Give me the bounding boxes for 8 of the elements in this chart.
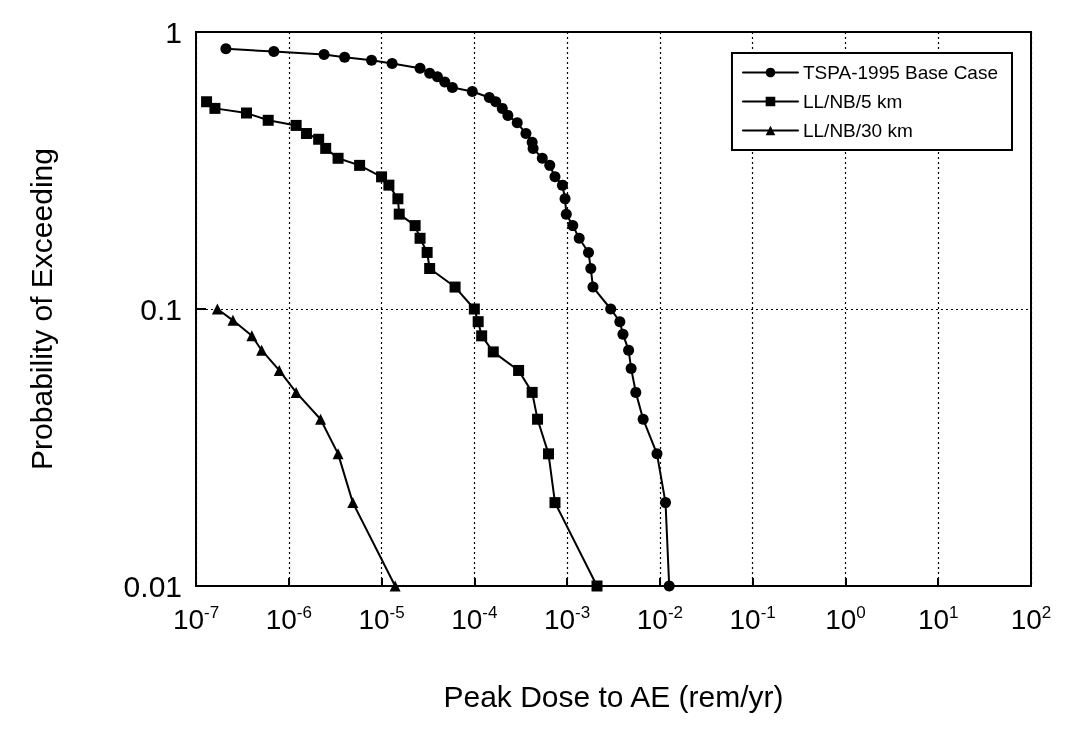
y-tick-label: 0.01 xyxy=(123,569,182,603)
x-axis-title: Peak Dose to AE (rem/yr) xyxy=(443,679,784,713)
y-tick-label: 1 xyxy=(165,15,182,49)
y-axis-title: Probability of Exceeding xyxy=(24,148,58,470)
legend-label: LL/NB/5 km xyxy=(802,91,903,112)
legend-label: LL/NB/30 km xyxy=(802,120,913,141)
legend-label: TSPA-1995 Base Case xyxy=(802,62,998,83)
y-tick-label: 0.1 xyxy=(140,292,182,326)
